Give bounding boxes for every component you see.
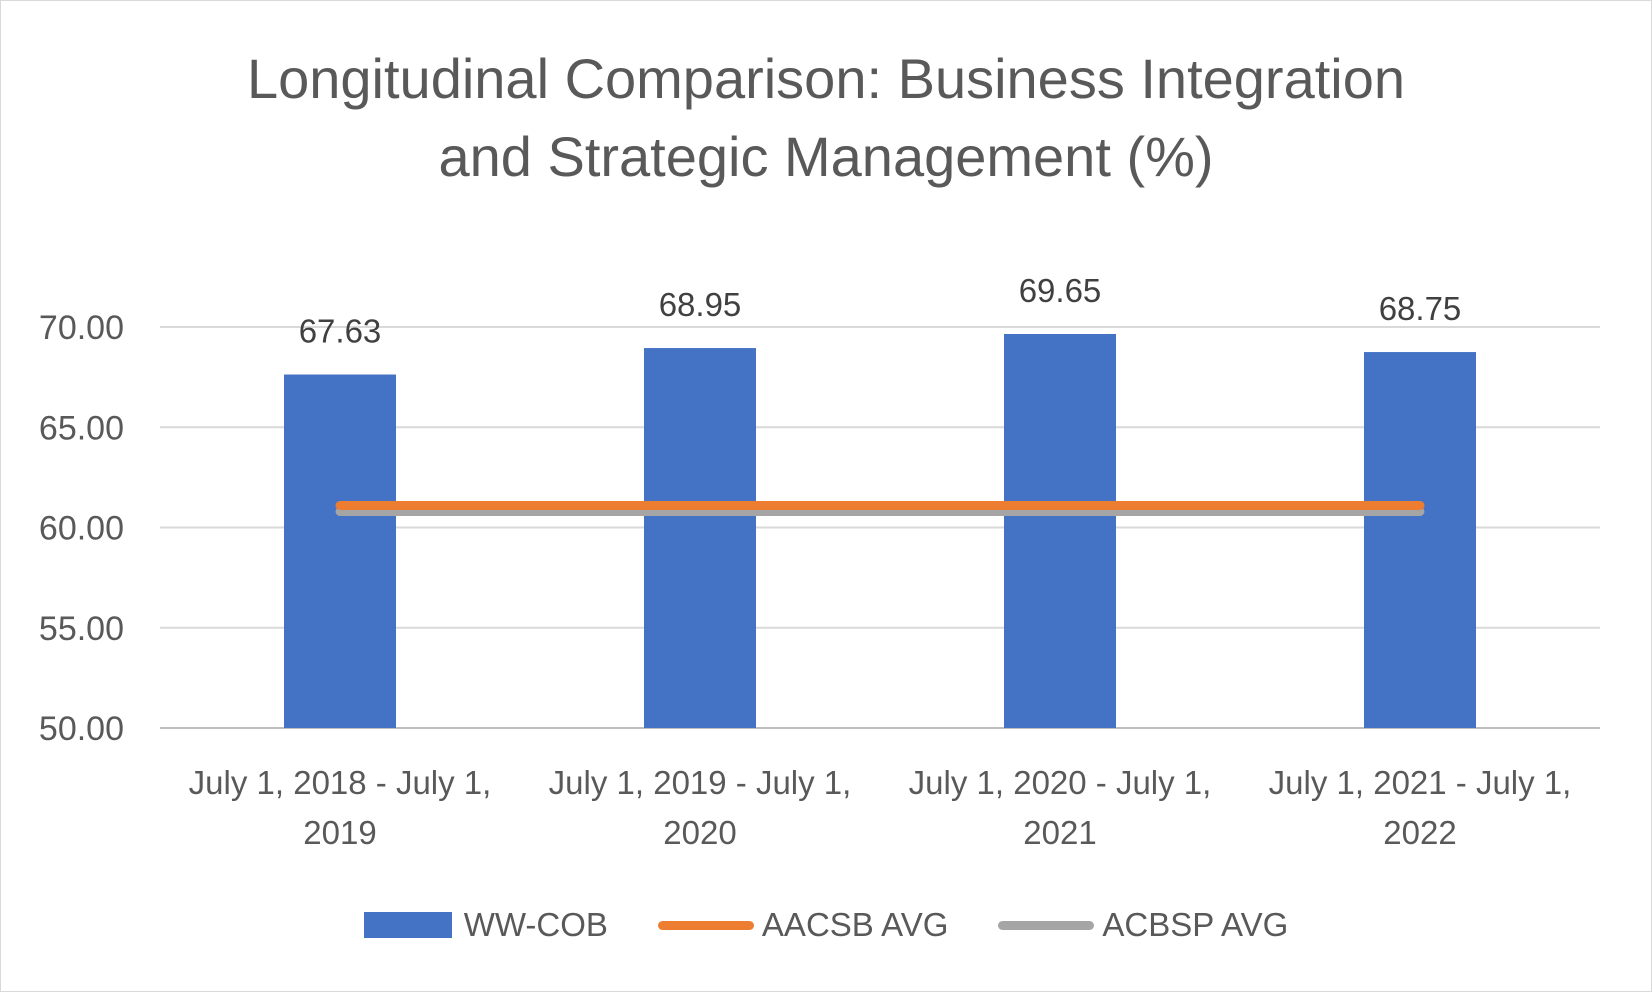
- bar: [644, 348, 756, 728]
- chart-legend: WW-COB AACSB AVG ACBSP AVG: [0, 900, 1652, 950]
- y-tick-label: 50.00: [39, 710, 124, 748]
- x-tick-label: July 1, 2020 - July 1,: [909, 764, 1212, 801]
- legend-label-acbsp-avg: ACBSP AVG: [1102, 906, 1289, 943]
- x-tick-label: July 1, 2019 - July 1,: [549, 764, 852, 801]
- legend-label-ww-cob: WW-COB: [463, 906, 608, 943]
- x-tick-label: July 1, 2018 - July 1,: [189, 764, 492, 801]
- legend-swatch-ww-cob: [363, 912, 452, 938]
- chart-title-line-1: Longitudinal Comparison: Business Integr…: [246, 47, 1406, 110]
- legend-item-aacsb-avg: AACSB AVG: [657, 906, 949, 944]
- x-tick-label: 2021: [1023, 814, 1096, 851]
- x-tick-label: 2022: [1383, 814, 1456, 851]
- bar: [1004, 334, 1116, 728]
- y-tick-label: 65.00: [39, 409, 124, 447]
- chart-plot: 50.00 55.00 60.00 65.00 70.00 67.63 68.95 69.65…: [39, 272, 1600, 851]
- y-tick-label: 60.00: [39, 510, 124, 548]
- bar: [1364, 352, 1476, 728]
- legend-item-ww-cob: WW-COB: [363, 906, 608, 944]
- y-tick-label: 70.00: [39, 309, 124, 347]
- data-label: 68.95: [659, 286, 742, 323]
- chart-title: Longitudinal Comparison: Business Integr…: [0, 40, 1652, 196]
- bar: [284, 374, 396, 728]
- x-tick-label: 2020: [663, 814, 736, 851]
- chart-title-line-2: and Strategic Management (%): [438, 125, 1214, 188]
- x-tick-label: July 1, 2021 - July 1,: [1269, 764, 1572, 801]
- data-label: 67.63: [299, 313, 382, 350]
- legend-item-acbsp-avg: ACBSP AVG: [998, 906, 1288, 944]
- legend-swatch-aacsb-avg: [657, 920, 754, 930]
- x-tick-label: 2019: [303, 814, 376, 851]
- legend-label-aacsb-avg: AACSB AVG: [761, 906, 949, 943]
- data-label: 68.75: [1379, 290, 1462, 327]
- legend-swatch-acbsp-avg: [998, 920, 1095, 930]
- y-tick-label: 55.00: [39, 610, 124, 648]
- data-label: 69.65: [1019, 272, 1102, 309]
